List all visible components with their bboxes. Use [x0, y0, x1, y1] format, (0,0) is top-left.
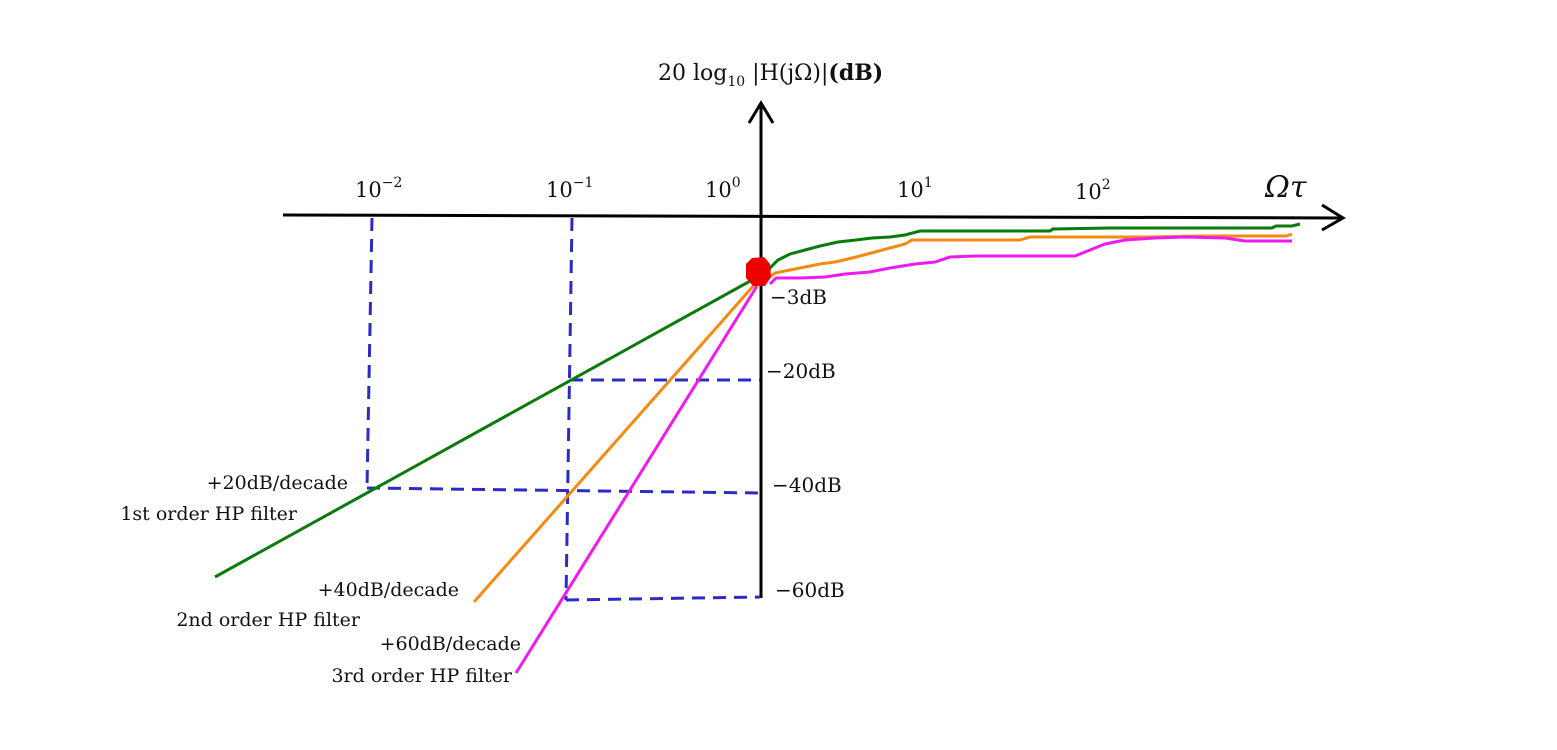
x-axis-arrowhead — [1321, 203, 1346, 232]
guide-horizontal-minus60 — [565, 595, 761, 602]
second-order-slope-label: +40dB/decade — [318, 579, 459, 601]
x-tick-1e-2: 10−2 — [355, 175, 402, 202]
corner-frequency-marker — [746, 257, 771, 286]
x-tick-labels: 10−2 10−1 100 101 102 — [355, 175, 1111, 204]
db-label-minus20: −20dB — [766, 359, 836, 383]
guide-vertical-1e-1 — [564, 217, 574, 601]
x-tick-1e1: 101 — [897, 175, 933, 202]
x-axis-label: Ωτ — [1264, 170, 1307, 205]
x-axis — [282, 213, 1343, 220]
first-order-slope-label: +20dB/decade — [207, 472, 348, 494]
guide-lines — [365, 217, 761, 602]
db-label-minus40: −40dB — [772, 473, 842, 497]
guide-vertical-1e-2 — [365, 217, 374, 489]
axes — [282, 100, 1346, 598]
x-tick-1e2: 102 — [1075, 177, 1111, 204]
x-tick-1e0: 100 — [705, 175, 741, 202]
third-order-name-label: 3rd order HP filter — [331, 665, 512, 687]
first-order-name-label: 1st order HP filter — [120, 503, 298, 525]
first-order-passband-curve — [763, 222, 1301, 281]
second-order-asymptote — [472, 283, 757, 603]
y-axis-label: 20 log10 |H(jΩ)|(dB) — [658, 60, 883, 90]
db-label-minus3: −3dB — [770, 285, 827, 309]
guide-horizontal-minus40 — [366, 486, 761, 495]
second-order-name-label: 2nd order HP filter — [176, 609, 361, 631]
y-axis-arrowhead — [747, 100, 775, 124]
third-order-asymptote — [514, 285, 759, 674]
x-tick-1e-1: 10−1 — [546, 175, 593, 202]
db-label-minus60: −60dB — [775, 578, 845, 602]
first-order-asymptote — [214, 278, 753, 579]
third-order-slope-label: +60dB/decade — [380, 633, 521, 655]
third-order-passband-curve — [768, 235, 1292, 286]
